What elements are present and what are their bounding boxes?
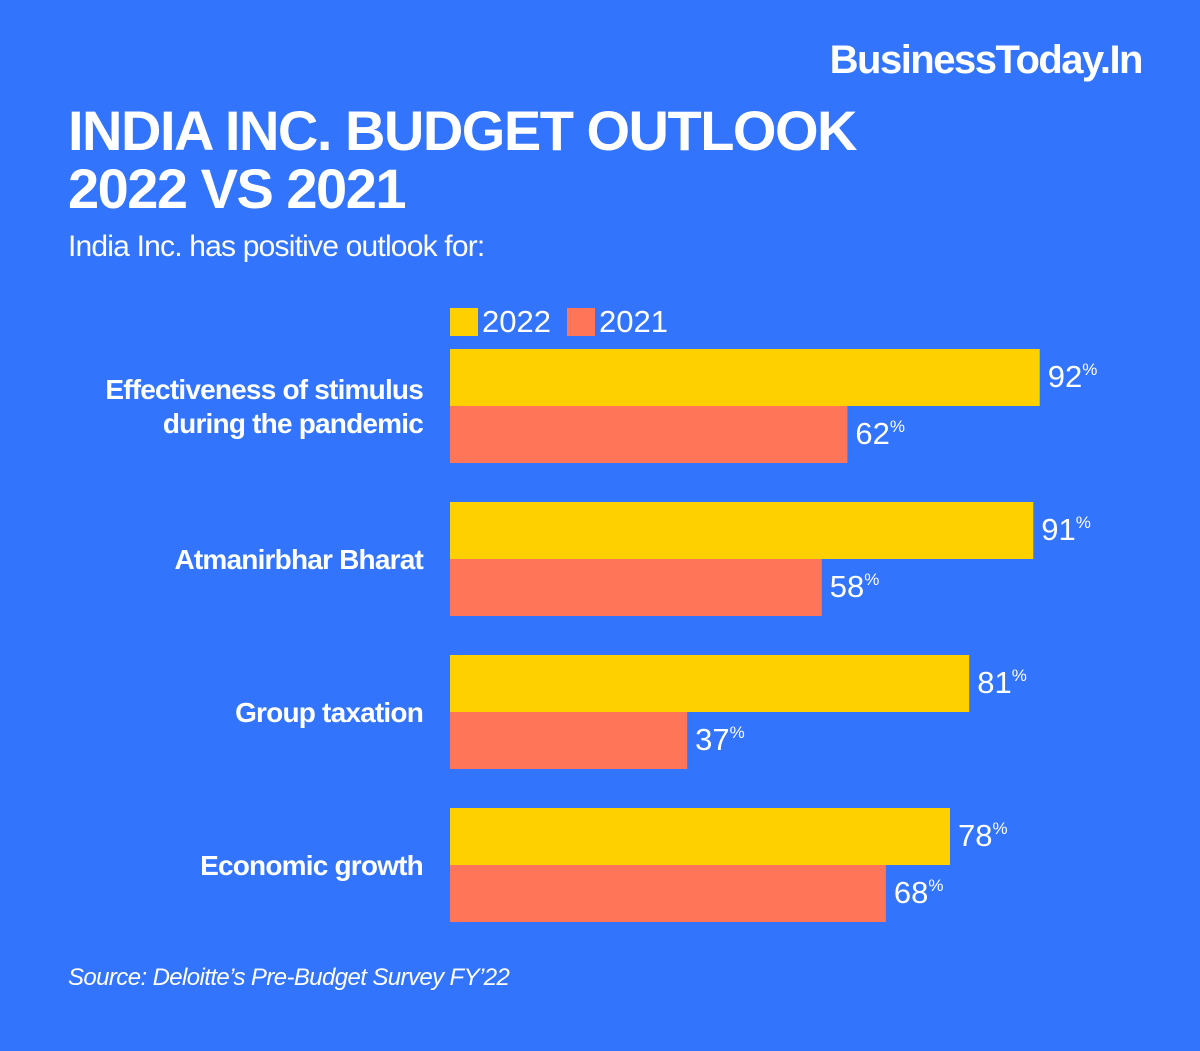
data-label: 37% [695,722,745,757]
bar-2021 [450,712,688,769]
category-label: during the pandemic [163,408,423,439]
bar-2022 [450,808,950,865]
legend-item-2022: 2022 [450,304,551,340]
category-label: Effectiveness of stimulus [105,374,423,405]
title-line-2: 2022 VS 2021 [68,157,406,220]
legend-swatch-2021 [566,308,595,336]
data-label: 91% [1041,512,1091,547]
chart-subtitle: India Inc. has positive outlook for: [68,230,485,263]
data-label: 78% [958,818,1008,853]
data-label: 68% [894,875,944,910]
source-note: Source: Deloitte’s Pre-Budget Survey FY’… [68,964,510,991]
bar-2022 [450,502,1034,559]
data-label: 62% [855,416,905,451]
bar-2022 [450,655,970,712]
bar-2021 [450,559,822,616]
bar-2021 [450,406,848,463]
category-label: Group taxation [235,697,423,728]
category-label: Economic growth [200,850,423,881]
brand-logo: BusinessToday.In [829,38,1144,82]
bar-2021 [450,865,886,922]
bar-2022 [450,349,1040,406]
data-label: 81% [977,665,1027,700]
chart-title: INDIA INC. BUDGET OUTLOOK 2022 VS 2021 [68,99,857,220]
legend: 2022 2021 [450,304,684,340]
legend-label-2021: 2021 [598,304,668,339]
legend-label-2022: 2022 [482,304,551,339]
legend-swatch-2022 [450,308,478,336]
title-line-1: INDIA INC. BUDGET OUTLOOK [68,99,857,162]
category-label: Atmanirbhar Bharat [174,544,423,575]
data-label: 58% [830,569,880,604]
data-label: 92% [1048,359,1098,394]
legend-item-2021: 2021 [566,304,668,340]
